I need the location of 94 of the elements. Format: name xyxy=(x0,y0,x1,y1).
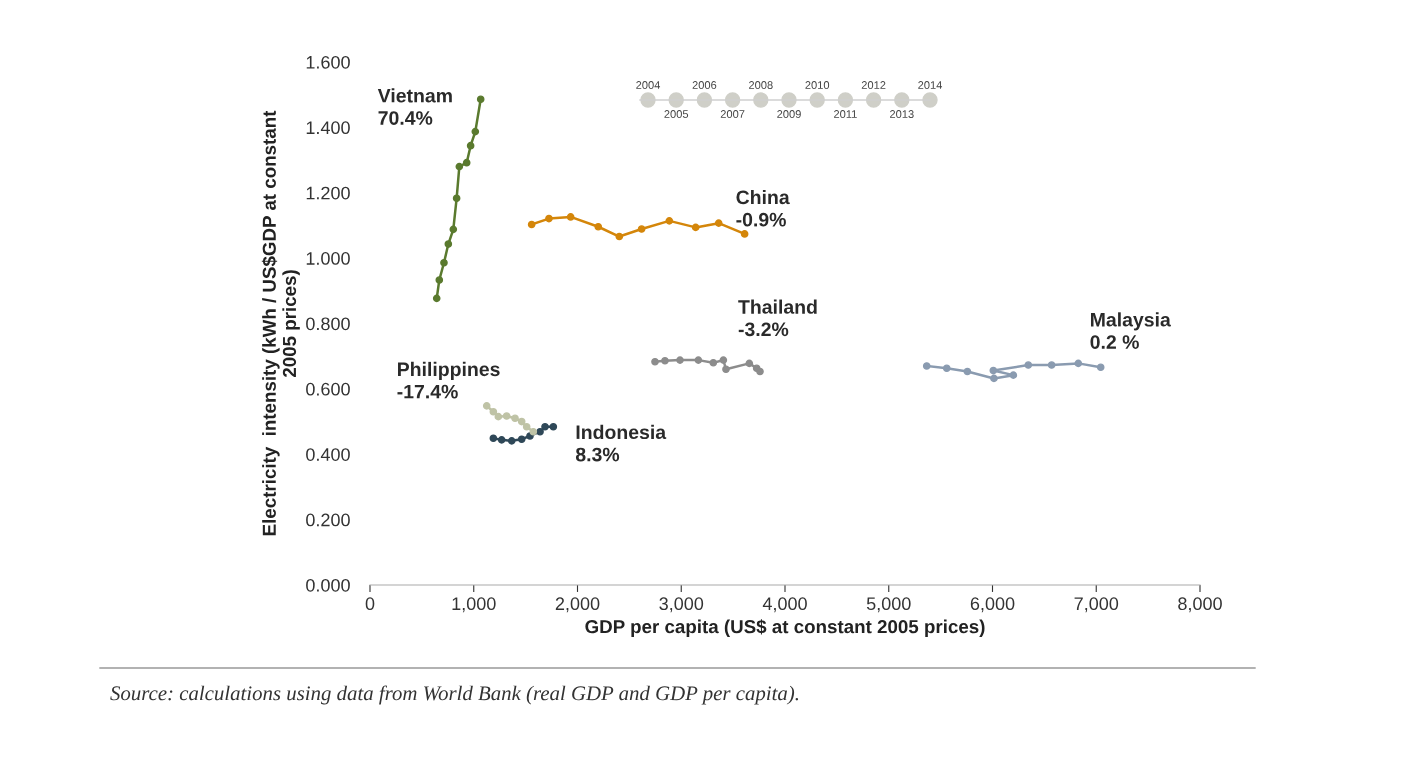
point xyxy=(676,356,684,364)
annotation: 2008 xyxy=(749,81,773,89)
point xyxy=(745,359,754,368)
point xyxy=(502,412,511,420)
point xyxy=(489,407,498,416)
y-tick-label: 0.800 xyxy=(306,317,350,331)
annotation: 2004 xyxy=(636,81,661,89)
y-tick-label: 1.200 xyxy=(306,186,350,200)
series-label: Indonesia 8.3% xyxy=(575,424,667,462)
point xyxy=(462,158,471,167)
point xyxy=(476,95,485,104)
annotation: 2014 xyxy=(918,81,943,89)
x-tick-label: 5,000 xyxy=(866,597,911,613)
y-tick-label: 1.600 xyxy=(306,55,350,69)
point xyxy=(517,435,526,444)
point xyxy=(719,356,728,364)
point xyxy=(507,437,516,445)
annotation: 2011 xyxy=(834,110,857,118)
series-label: China -0.9% xyxy=(736,189,790,227)
x-tick-label: 6,000 xyxy=(970,597,1015,613)
point xyxy=(536,427,544,436)
point xyxy=(497,436,506,444)
point xyxy=(511,414,519,423)
point xyxy=(432,294,441,303)
point xyxy=(922,362,931,370)
point xyxy=(471,127,480,136)
annotation: 2007 xyxy=(720,110,745,118)
series-label: Malaysia 0.2 % xyxy=(1090,312,1171,349)
x-tick-label: 4,000 xyxy=(762,597,807,613)
point xyxy=(990,374,998,383)
point xyxy=(722,365,730,374)
point xyxy=(549,422,558,431)
point xyxy=(494,412,503,421)
point xyxy=(1096,363,1105,372)
point xyxy=(444,240,453,248)
point xyxy=(694,356,703,364)
point xyxy=(529,427,538,436)
y-tick-label: 0.600 xyxy=(306,382,350,396)
point xyxy=(449,225,458,234)
point xyxy=(963,367,972,376)
point xyxy=(661,356,669,365)
point xyxy=(1074,359,1083,368)
point xyxy=(594,222,603,231)
x-tick-label: 2,000 xyxy=(555,597,600,613)
point xyxy=(517,417,526,426)
x-tick-label: 7,000 xyxy=(1074,597,1119,613)
point xyxy=(482,402,491,410)
point xyxy=(740,230,749,238)
x-tick-label: 8,000 xyxy=(1178,597,1222,613)
annotation: 2005 xyxy=(664,110,689,118)
point xyxy=(455,162,464,171)
x-tick-label: 3,000 xyxy=(659,597,704,613)
point xyxy=(440,258,448,267)
point xyxy=(942,364,951,373)
y-tick-label: 0.200 xyxy=(306,513,350,527)
point xyxy=(651,357,659,366)
annotation: 2012 xyxy=(861,81,886,89)
point xyxy=(1047,361,1056,369)
point xyxy=(665,217,674,225)
annotation: 2010 xyxy=(805,81,830,89)
annotation: 2009 xyxy=(777,110,801,118)
point xyxy=(526,432,534,440)
point xyxy=(756,367,764,376)
point xyxy=(615,232,624,241)
point xyxy=(522,422,531,431)
point xyxy=(527,220,536,229)
point xyxy=(1009,371,1018,379)
point xyxy=(1024,361,1033,369)
point xyxy=(435,276,444,284)
x-tick-label: 0 xyxy=(365,597,375,611)
y-tick-label: 1.400 xyxy=(306,121,350,135)
point xyxy=(691,223,700,232)
source-note: Source: calculations using data from World Bank (real GDP and GDP per capita). xyxy=(110,685,799,705)
y-tick-label: 1.000 xyxy=(306,252,350,265)
y-tick-label: 0.400 xyxy=(306,448,350,461)
y-tick-label: 0.000 xyxy=(306,578,350,592)
x-axis-title: GDP per capita (US$ at constant 2005 prices) xyxy=(585,619,985,637)
point xyxy=(545,214,553,223)
point xyxy=(452,194,461,203)
series-label: Philippines -17.4% xyxy=(397,361,500,399)
point xyxy=(489,434,498,443)
point xyxy=(714,219,723,227)
point xyxy=(466,141,475,150)
point xyxy=(709,358,718,367)
series-label: Thailand -3.2% xyxy=(738,299,817,337)
y-axis-title: Electricity intensity (kWh / US$GDP at constant 2005 prices) xyxy=(261,110,300,536)
series-label: Vietnam 70.4% xyxy=(377,88,452,125)
point xyxy=(989,366,998,375)
annotation: 2006 xyxy=(692,81,717,89)
x-tick-label: 1,000 xyxy=(452,597,496,613)
point xyxy=(637,225,646,233)
annotation: 2013 xyxy=(890,110,914,118)
point xyxy=(566,213,575,221)
point xyxy=(541,422,549,431)
